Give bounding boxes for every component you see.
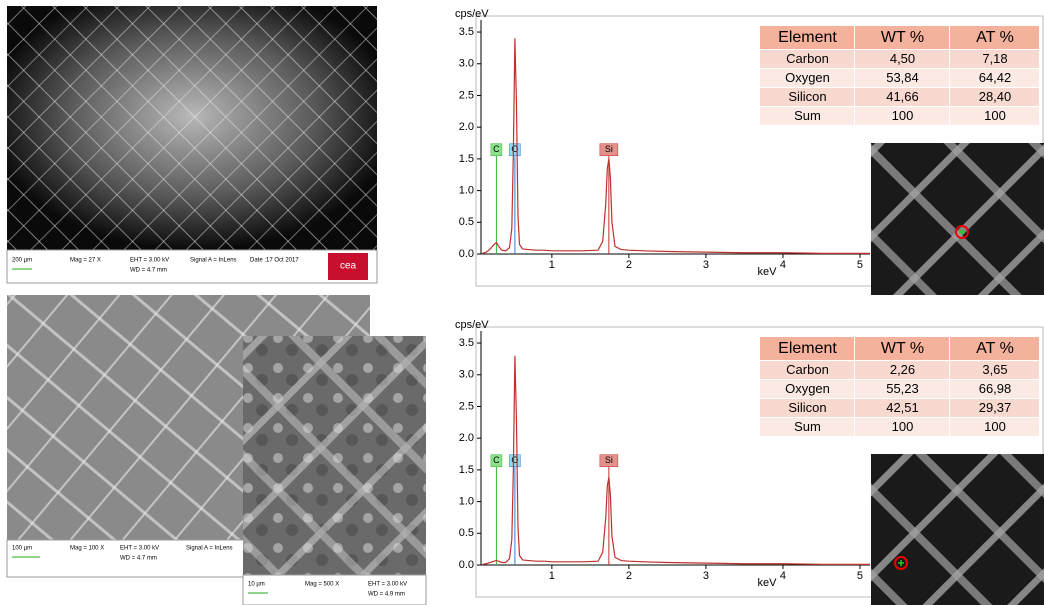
y-tick-label: 2.0 [459, 121, 474, 133]
y-tick-label: 2.5 [459, 89, 474, 101]
inset-image-texture [871, 454, 1044, 605]
y-tick-label: 2.0 [459, 432, 474, 444]
inset-image-texture [871, 143, 1044, 295]
table-cell-text: 100 [892, 108, 914, 123]
y-axis-label: cps/eV [455, 319, 489, 331]
wd: WD = 4.7 mm [130, 268, 167, 274]
x-axis-label: keV [758, 577, 778, 589]
table-cell-text: Sum [794, 419, 821, 434]
table-cell-text: Oxygen [785, 70, 830, 85]
table-cell-text: 42,51 [886, 400, 919, 415]
table-header: WT % [881, 340, 924, 357]
sem-image-1: 200 µm Mag = 27 X EHT = 3.00 kV WD = 4.7… [7, 6, 377, 283]
y-tick-label: 3.0 [459, 369, 474, 381]
scale: 200 µm [12, 258, 32, 264]
table-cell-text: 2,26 [890, 362, 915, 377]
table-header: Element [778, 29, 837, 46]
x-tick-label: 2 [626, 259, 632, 271]
table-cell-text: 29,37 [979, 400, 1012, 415]
y-tick-label: 1.0 [459, 184, 474, 196]
figure: 200 µm Mag = 27 X EHT = 3.00 kV WD = 4.7… [0, 0, 1044, 605]
y-tick-label: 2.5 [459, 400, 474, 412]
scale: 100 µm [12, 546, 32, 552]
table-cell-text: 41,66 [886, 89, 919, 104]
table-cell-text: Silicon [788, 89, 826, 104]
y-tick-label: 3.0 [459, 58, 474, 70]
table-cell-text: Silicon [788, 400, 826, 415]
y-tick-label: 0.5 [459, 216, 474, 228]
x-tick-label: 1 [549, 259, 555, 271]
logo: cea [340, 261, 357, 272]
table-cell-text: 4,50 [890, 51, 915, 66]
table-cell-text: 7,18 [982, 51, 1007, 66]
mag: Mag = 100 X [70, 546, 104, 552]
table-header: Element [778, 340, 837, 357]
eht: EHT = 3.00 kV [368, 582, 407, 588]
sem-image-3: 10 µm Mag = 500 X EHT = 3.00 kV WD = 4.9… [243, 336, 426, 605]
x-tick-label: 1 [549, 570, 555, 582]
table-cell-text: 100 [984, 419, 1006, 434]
wd: WD = 4.9 mm [368, 592, 405, 598]
table-cell-text: Carbon [786, 362, 829, 377]
y-tick-label: 0.0 [459, 248, 474, 260]
x-axis-label: keV [758, 266, 778, 278]
eht: EHT = 3.00 kV [130, 258, 169, 264]
y-tick-label: 0.5 [459, 527, 474, 539]
table-cell-text: 100 [892, 419, 914, 434]
table-cell-text: Sum [794, 108, 821, 123]
eht: EHT = 3.00 kV [120, 546, 159, 552]
wd: WD = 4.7 mm [120, 556, 157, 562]
table-cell-text: Oxygen [785, 381, 830, 396]
table-cell-text: 28,40 [979, 89, 1012, 104]
x-tick-label: 5 [857, 570, 863, 582]
y-tick-label: 0.0 [459, 559, 474, 571]
x-tick-label: 4 [780, 259, 786, 271]
table-cell-text: 100 [984, 108, 1006, 123]
y-tick-label: 1.0 [459, 495, 474, 507]
table-header: WT % [881, 29, 924, 46]
signal: Signal A = InLens [186, 546, 233, 552]
x-tick-label: 3 [703, 570, 709, 582]
table-cell-text: 55,23 [886, 381, 919, 396]
table-cell-text: 66,98 [979, 381, 1012, 396]
element-label: C [493, 144, 500, 154]
table-cell-text: 64,42 [979, 70, 1012, 85]
x-tick-label: 4 [780, 570, 786, 582]
y-axis-label: cps/eV [455, 8, 489, 20]
table-header: AT % [976, 340, 1014, 357]
x-tick-label: 2 [626, 570, 632, 582]
table-cell-text: 53,84 [886, 70, 919, 85]
mag: Mag = 500 X [305, 582, 339, 588]
table-header: AT % [976, 29, 1014, 46]
element-label: Si [605, 144, 613, 154]
x-tick-label: 5 [857, 259, 863, 271]
mag: Mag = 27 X [70, 258, 101, 264]
y-tick-label: 1.5 [459, 153, 474, 165]
table-cell-text: 3,65 [982, 362, 1007, 377]
y-tick-label: 3.5 [459, 26, 474, 38]
x-tick-label: 3 [703, 259, 709, 271]
element-label: C [493, 455, 500, 465]
y-tick-label: 1.5 [459, 464, 474, 476]
scale: 10 µm [248, 582, 265, 588]
y-tick-label: 3.5 [459, 337, 474, 349]
date: Date :17 Oct 2017 [250, 258, 299, 264]
table-cell-text: Carbon [786, 51, 829, 66]
element-label: Si [605, 455, 613, 465]
signal: Signal A = InLens [190, 258, 237, 264]
